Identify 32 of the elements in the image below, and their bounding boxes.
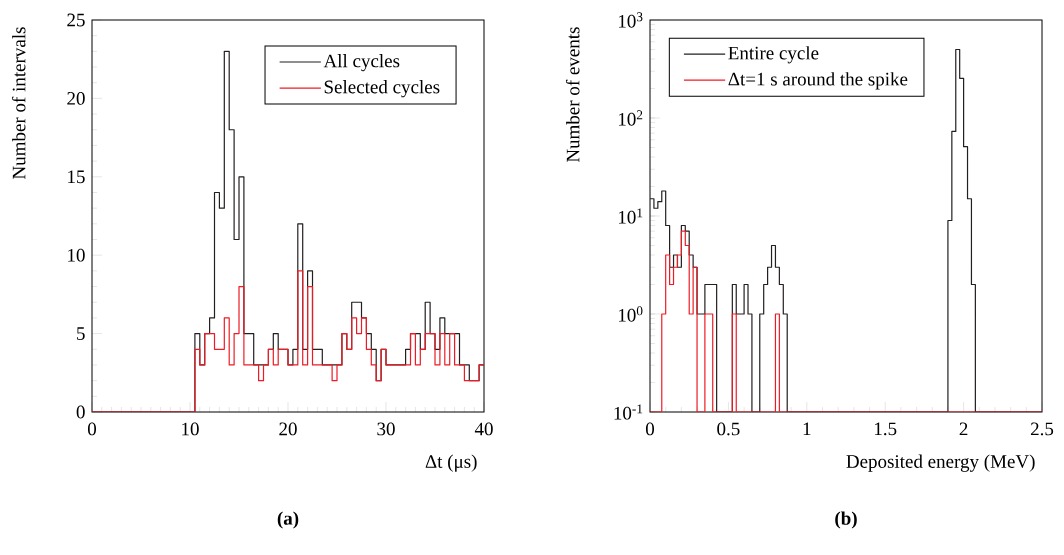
x-tick-label: 30 [377,422,395,436]
x-tick-label: 1.5 [875,422,897,436]
x-tick-label: 0.5 [717,422,740,436]
y-tick-label: 25 [67,13,85,27]
y-tick-label: 15 [68,170,85,184]
x-tick-label: 20 [279,422,297,436]
legend-label: All cycles [323,53,400,72]
y-tick-label: 10$^{1}$ [618,208,643,224]
y-tick-label: 10$^{2}$ [618,110,643,126]
x-tick-label: 10 [182,422,199,436]
x-tick-label: 1 [803,422,811,436]
y-axis-title: Number of intervals [11,27,26,179]
y-tick-label: 0 [76,405,85,419]
x-tick-label: 40 [474,422,493,436]
y-tick-label: 10 [68,248,85,262]
x-tick-label: 0 [87,422,97,436]
legend-label: Selected cycles [324,80,440,98]
y-axis-title: Number of events [565,27,580,163]
x-tick-label: 2 [959,422,968,436]
legend-label: Δt=1 s around the spike [728,72,908,90]
text: (a) [277,511,299,529]
text: (b) [835,511,857,529]
y-tick-label: 5 [77,327,85,340]
x-axis-title: Deposited energy (MeV) [846,454,1035,472]
y-tick-label: 10$^{0}$ [618,306,643,322]
x-tick-label: 0 [645,422,655,436]
y-tick-label: 10$^{-1}$ [614,404,643,420]
y-tick-label: 10$^{3}$ [618,12,643,28]
x-tick-label: 2.5 [1030,422,1054,436]
x-axis-title: Δt (μs) [425,454,477,472]
y-tick-label: 20 [67,92,85,105]
legend-label: Entire cycle [728,46,819,64]
